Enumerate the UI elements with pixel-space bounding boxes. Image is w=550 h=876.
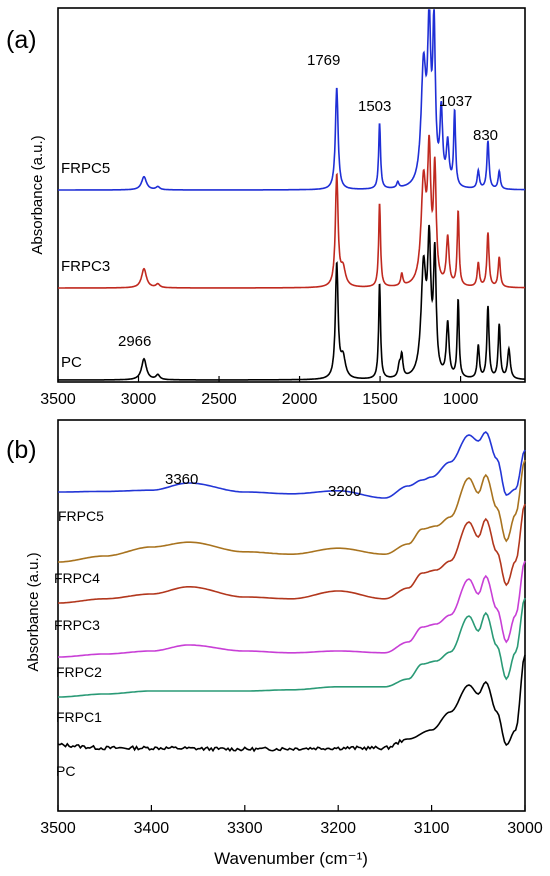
x-tick-label-1000: 1000 <box>443 391 479 408</box>
annotation-2966: 2966 <box>118 333 151 350</box>
series-line-frpc5-b <box>58 430 526 499</box>
series-label-frpc5-a: FRPC5 <box>61 160 110 177</box>
series-label-pc-b: PC <box>56 763 75 779</box>
annotation-1037: 1037 <box>439 93 472 110</box>
panel-a-label: (a) <box>6 26 37 54</box>
panel-b-frame <box>57 419 526 812</box>
x-tick-label-3300: 3300 <box>227 820 263 837</box>
x-tick-label-3500: 3500 <box>40 820 76 837</box>
panel-b-xlabel: Wavenumber (cm⁻¹) <box>214 849 368 868</box>
x-tick-label-3100: 3100 <box>414 820 450 837</box>
series-label-frpc1-b: FRPC1 <box>56 709 102 725</box>
series-label-frpc3-b: FRPC3 <box>54 617 100 633</box>
panel-a-x-ticks: 3500 3000 2500 2000 1500 1000 <box>40 376 478 408</box>
series-line-frpc3-a <box>58 134 525 289</box>
x-tick-label-3200: 3200 <box>320 820 356 837</box>
x-tick-label-2500: 2500 <box>201 391 237 408</box>
series-line-frpc1-b <box>58 597 526 698</box>
x-tick-label-2000: 2000 <box>282 391 318 408</box>
panel-a-ylabel: Absorbance (a.u.) <box>29 135 46 254</box>
series-label-frpc4-b: FRPC4 <box>54 570 100 586</box>
series-label-frpc5-b: FRPC5 <box>58 508 104 524</box>
annotation-3360: 3360 <box>165 471 198 488</box>
panel-b-ylabel: Absorbance (a.u.) <box>25 552 42 671</box>
series-line-frpc2-b <box>58 560 526 658</box>
panel-b: (b) Absorbance (a.u.) Wavenumber (cm⁻¹) … <box>6 419 543 868</box>
panel-a: (a) Absorbance (a.u.) 3500 3000 2500 2000 15… <box>6 7 526 408</box>
x-tick-label-3400: 3400 <box>134 820 170 837</box>
annotation-1769: 1769 <box>307 52 340 69</box>
panel-b-label: (b) <box>6 436 37 464</box>
annotation-830: 830 <box>473 127 498 144</box>
series-label-pc-a: PC <box>61 354 82 371</box>
panel-b-x-ticks: 3500 3400 3300 3200 3100 3000 <box>40 805 543 837</box>
series-line-frpc3-b <box>58 503 526 604</box>
series-line-pc-a <box>58 224 525 381</box>
x-tick-label-1500: 1500 <box>362 391 398 408</box>
annotation-1503: 1503 <box>358 98 391 115</box>
x-tick-label-3500: 3500 <box>40 391 76 408</box>
annotation-3200: 3200 <box>328 483 361 500</box>
series-line-frpc5-a <box>58 9 525 191</box>
panel-a-frame <box>57 7 526 383</box>
series-label-frpc3-a: FRPC3 <box>61 258 110 275</box>
series-line-pc-b <box>57 654 526 753</box>
panel-b-series <box>57 430 526 753</box>
series-line-frpc4-b <box>58 459 526 563</box>
x-tick-label-3000: 3000 <box>507 820 543 837</box>
x-tick-label-3000: 3000 <box>121 391 157 408</box>
series-label-frpc2-b: FRPC2 <box>56 664 102 680</box>
panel-a-series <box>58 9 525 381</box>
